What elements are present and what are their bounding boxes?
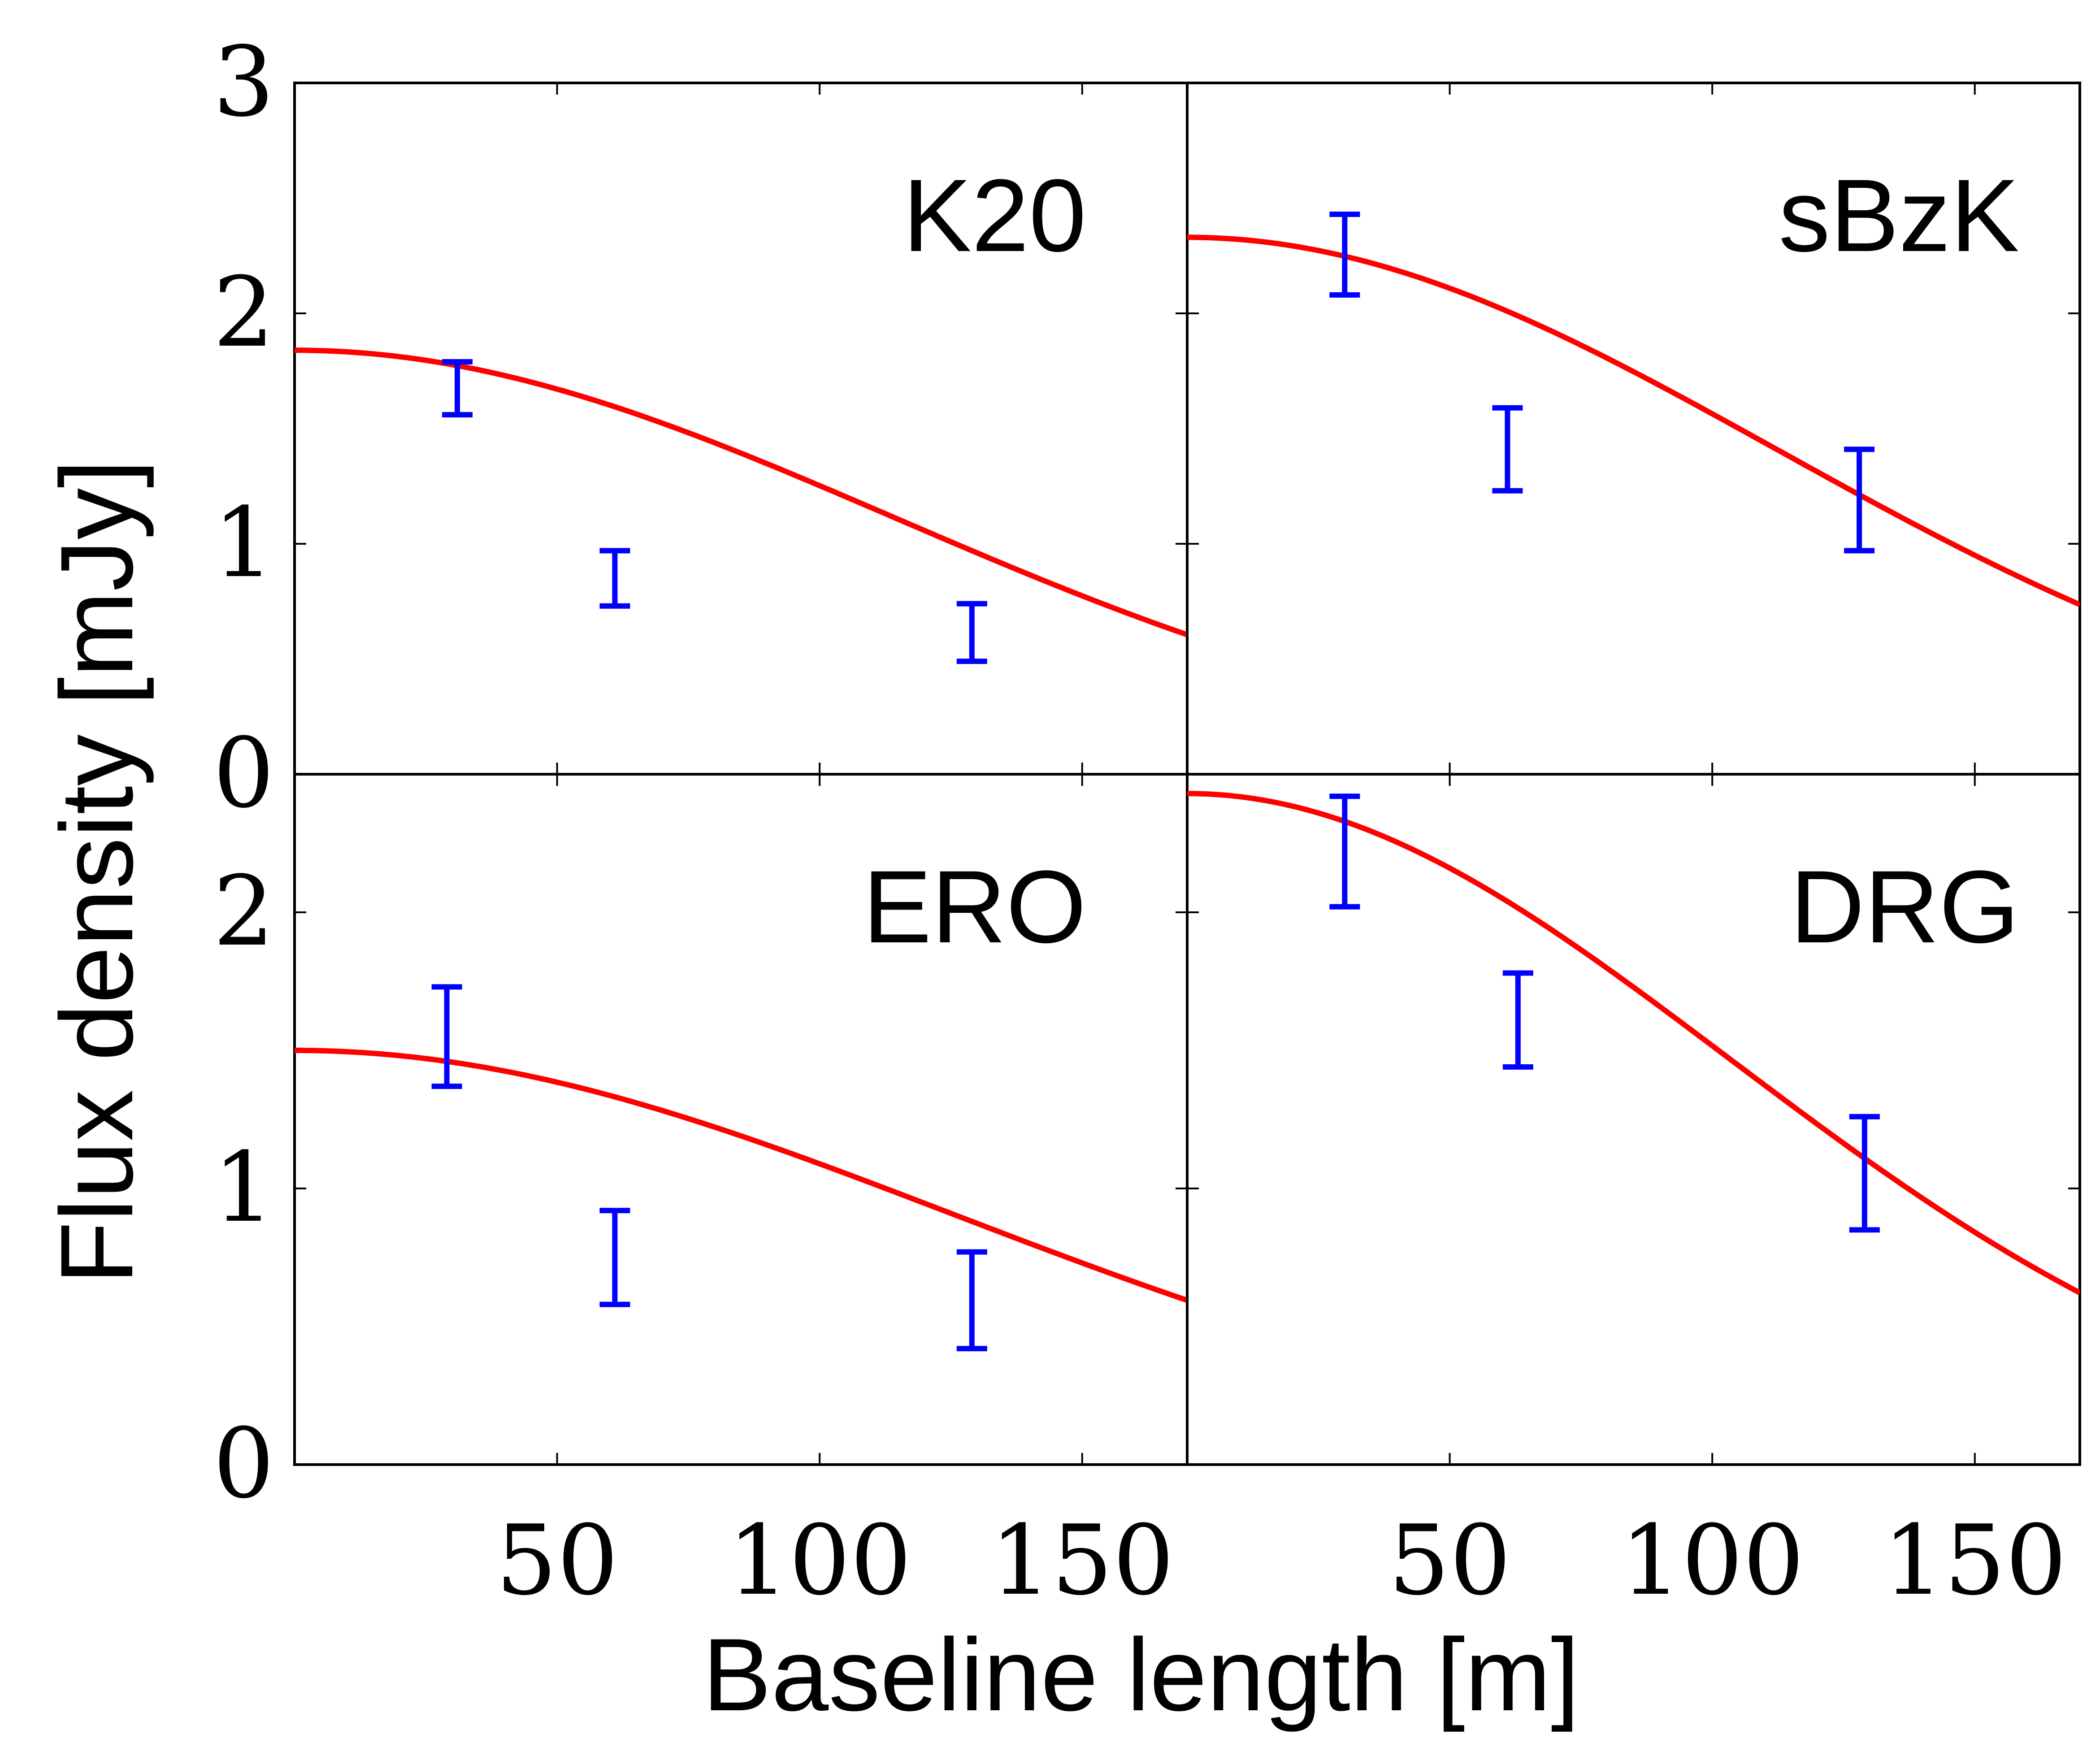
panels-group: 0 1 2 3 K20 sBzK 50 100 150 0 1 2 ERO 50 100 150 DRG bbox=[213, 26, 2081, 1617]
x-tick-label-drg-2: 150 bbox=[1883, 1504, 2067, 1617]
error-bar-drg-0 bbox=[1329, 793, 1360, 910]
error-bar-ero-2 bbox=[956, 1249, 987, 1352]
x-axis-label: Baseline length [m] bbox=[703, 1617, 1579, 1732]
y-tick-label-k20-3: 3 bbox=[213, 26, 274, 138]
error-bar-k20-0 bbox=[442, 359, 473, 418]
model-curve-sbzk bbox=[1187, 234, 2080, 607]
panel-sbzk: sBzK bbox=[1186, 82, 2081, 776]
plot-area-drg bbox=[1187, 791, 2080, 1295]
y-tick-label-ero-0: 0 bbox=[213, 1407, 274, 1520]
model-curve-k20 bbox=[295, 347, 1187, 637]
plot-area-ero bbox=[295, 984, 1187, 1352]
y-tick-label-k20-0: 0 bbox=[213, 717, 274, 829]
error-bar-ero-1 bbox=[599, 1208, 630, 1307]
y-axis-label: Flux density [mJy] bbox=[39, 460, 154, 1284]
error-bar-drg-2 bbox=[1849, 1114, 1880, 1233]
panel-title-sbzk: sBzK bbox=[1779, 158, 2019, 273]
error-bar-k20-1 bbox=[599, 548, 630, 609]
plot-area-k20 bbox=[295, 347, 1187, 664]
model-curve-ero bbox=[295, 1048, 1187, 1303]
panel-title-ero: ERO bbox=[863, 849, 1086, 964]
error-bar-ero-0 bbox=[431, 984, 462, 1089]
x-tick-label-drg-0: 50 bbox=[1388, 1504, 1511, 1617]
error-bar-sbzk-0 bbox=[1329, 211, 1360, 298]
panel-title-k20: K20 bbox=[903, 158, 1086, 273]
model-curve-drg bbox=[1187, 791, 2080, 1295]
error-bar-sbzk-1 bbox=[1492, 405, 1523, 494]
y-tick-label-k20-1: 1 bbox=[213, 486, 274, 599]
panel-drg: 50 100 150 DRG bbox=[1186, 773, 2081, 1617]
error-bar-k20-2 bbox=[956, 601, 987, 664]
plot-area-sbzk bbox=[1187, 211, 2080, 607]
x-tick-label-drg-1: 100 bbox=[1620, 1504, 1804, 1617]
x-tick-label-ero-0: 50 bbox=[496, 1504, 619, 1617]
panel-k20: 0 1 2 3 K20 bbox=[213, 26, 1189, 829]
panel-title-drg: DRG bbox=[1790, 849, 2019, 964]
y-tick-label-ero-2: 2 bbox=[213, 855, 274, 967]
x-tick-label-ero-1: 100 bbox=[728, 1504, 911, 1617]
y-tick-label-k20-2: 2 bbox=[213, 256, 274, 369]
panel-ero: 50 100 150 0 1 2 ERO bbox=[213, 773, 1189, 1617]
error-bar-drg-1 bbox=[1502, 970, 1533, 1070]
panel-frame-drg bbox=[1186, 773, 2081, 1466]
y-tick-label-ero-1: 1 bbox=[213, 1131, 274, 1244]
x-tick-label-ero-2: 150 bbox=[990, 1504, 1174, 1617]
error-bar-sbzk-2 bbox=[1844, 447, 1875, 554]
